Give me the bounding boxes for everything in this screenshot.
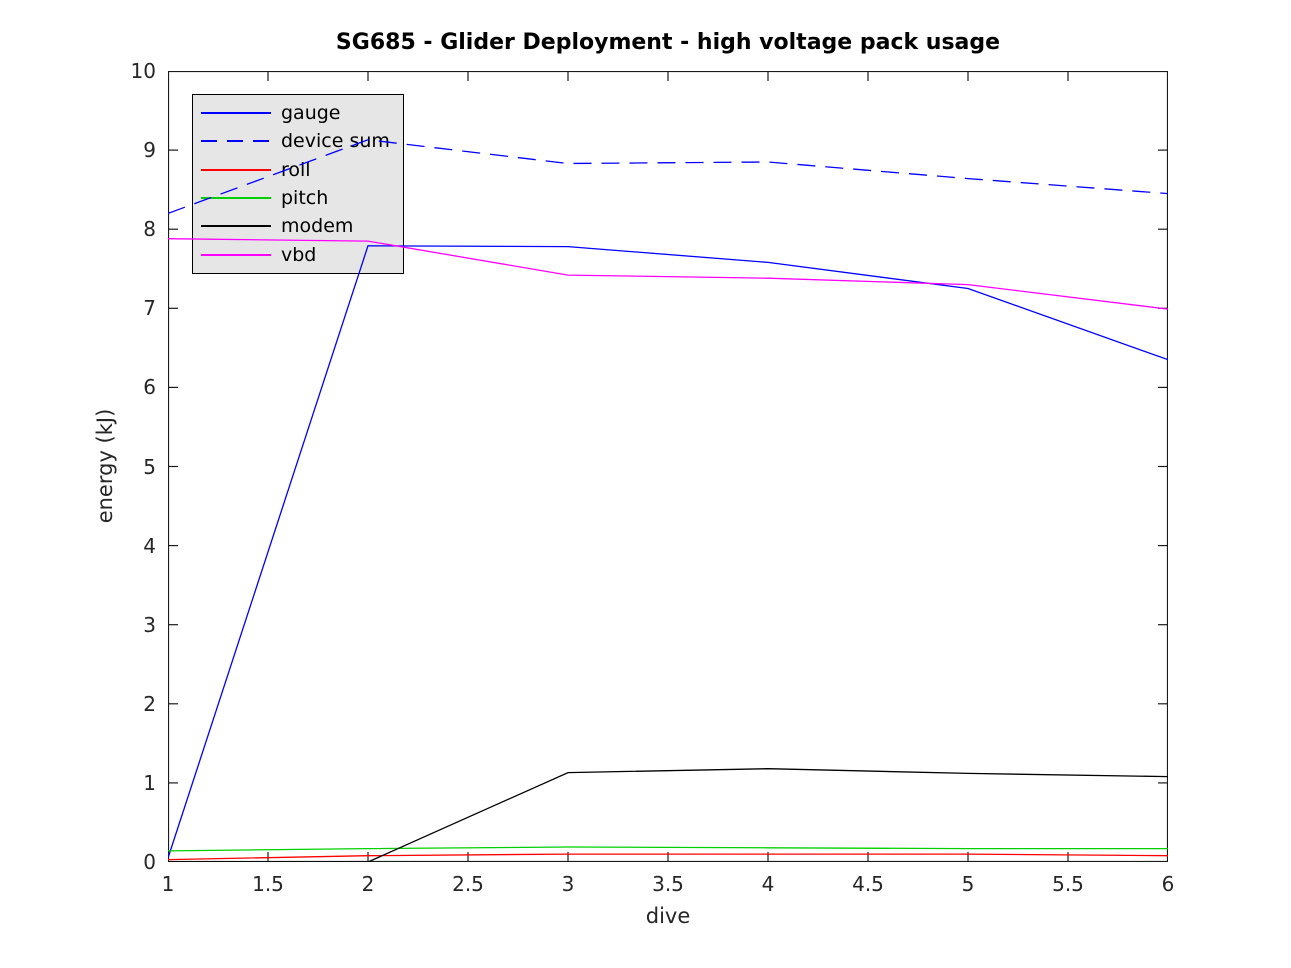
y-tick-label: 6	[143, 375, 156, 400]
chart-title: SG685 - Glider Deployment - high voltage…	[335, 30, 1001, 55]
y-tick-label: 8	[143, 217, 156, 242]
x-tick-label: 1.5	[252, 872, 284, 896]
x-tick-label: 5	[961, 872, 975, 896]
y-tick-label: 1	[143, 770, 156, 795]
series-line-roll	[168, 853, 1168, 861]
chart-canvas	[168, 71, 1168, 862]
legend-item-gauge: gauge	[193, 99, 403, 127]
x-axis-label: dive	[645, 904, 691, 928]
legend-label: pitch	[281, 187, 329, 210]
series-line-gauge	[168, 245, 1168, 859]
x-tick-label: 4.5	[852, 872, 884, 896]
axes-box	[168, 71, 1168, 862]
y-tick-label: 2	[143, 691, 156, 716]
series-line-vbd	[168, 238, 1168, 310]
y-tick-label: 0	[143, 850, 156, 874]
legend-label: device sum	[281, 130, 390, 153]
legend-swatch-roll	[201, 168, 271, 171]
y-axis-label: energy (kJ)	[93, 408, 117, 524]
y-tick-label: 9	[143, 138, 156, 163]
y-tick-label: 3	[143, 612, 156, 637]
y-tick-label: 5	[143, 454, 156, 479]
y-tick-label: 4	[143, 533, 156, 558]
legend-swatch-gauge	[201, 112, 271, 115]
x-tick-label: 2	[361, 872, 375, 896]
legend-swatch-device-sum	[201, 140, 271, 143]
x-tick-label: 6	[1161, 872, 1175, 896]
legend-item-device-sum: device sum	[193, 127, 403, 155]
x-tick-label: 2.5	[452, 872, 484, 896]
y-tick-label: 10	[130, 59, 156, 83]
series-line-device-sum	[168, 139, 1168, 215]
legend-label: modem	[281, 215, 354, 238]
legend: gauge device sum roll pitch modem vbd	[192, 94, 404, 274]
legend-item-modem: modem	[193, 212, 403, 240]
legend-item-vbd: vbd	[193, 241, 403, 269]
x-tick-label: 3	[561, 872, 575, 896]
series-line-pitch	[168, 846, 1168, 852]
legend-swatch-modem	[201, 225, 271, 228]
series-line-modem	[168, 768, 1168, 862]
x-tick-label: 1	[161, 872, 175, 896]
legend-swatch-vbd	[201, 253, 271, 256]
legend-item-pitch: pitch	[193, 184, 403, 212]
legend-label: vbd	[281, 243, 317, 266]
legend-label: gauge	[281, 102, 341, 125]
x-tick-label: 4	[761, 872, 775, 896]
x-tick-label: 5.5	[1052, 872, 1084, 896]
x-tick-label: 3.5	[652, 872, 684, 896]
y-tick-label: 7	[143, 296, 156, 321]
legend-swatch-pitch	[201, 197, 271, 200]
